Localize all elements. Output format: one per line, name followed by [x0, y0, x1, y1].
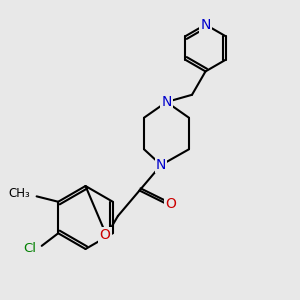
Text: N: N — [156, 158, 166, 172]
Text: N: N — [161, 95, 172, 109]
Text: N: N — [200, 18, 211, 32]
Text: O: O — [100, 228, 110, 242]
Text: CH₃: CH₃ — [9, 188, 31, 200]
Text: Cl: Cl — [23, 242, 36, 255]
Text: O: O — [165, 197, 176, 211]
